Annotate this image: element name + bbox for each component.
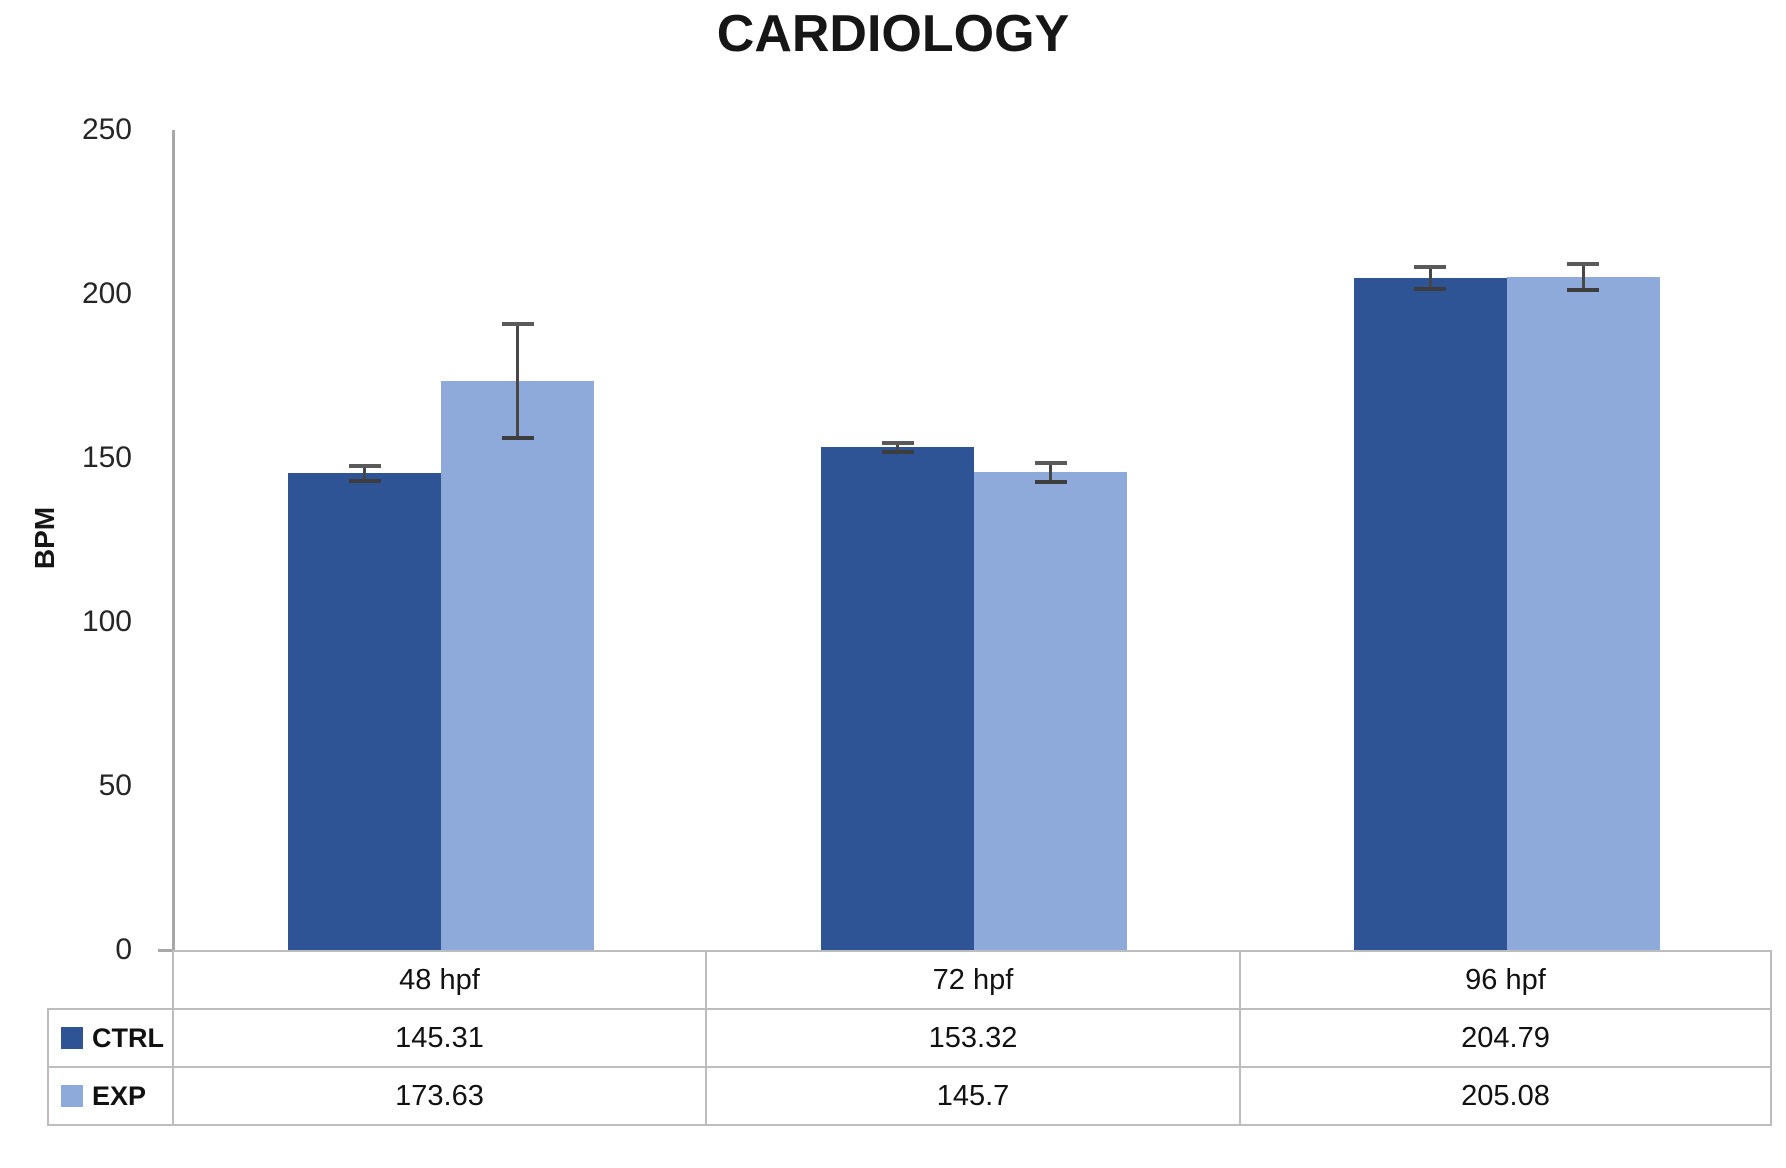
ctrl-legend-label: CTRL	[92, 1022, 164, 1053]
error-bar-ctrl-48-hpf	[348, 463, 381, 484]
error-bar-exp-48-hpf	[501, 321, 534, 440]
plot-area	[172, 130, 1773, 950]
bar-ctrl-96-hpf	[1353, 278, 1507, 950]
table-row-ctrl: CTRL 145.31 153.32 204.79	[47, 1008, 1772, 1068]
bar-exp-72-hpf	[974, 472, 1127, 950]
ctrl-value-72hpf: 153.32	[705, 1008, 1241, 1068]
bar-exp-96-hpf	[1506, 277, 1660, 950]
data-table: 48 hpf 72 hpf 96 hpf CTRL 145.31 153.32 …	[47, 950, 1772, 1126]
ctrl-value-96hpf: 204.79	[1239, 1008, 1772, 1068]
y-tick-label: 100	[81, 605, 132, 638]
y-tick-label: 250	[81, 113, 132, 146]
exp-value-72hpf: 145.7	[705, 1066, 1241, 1126]
chart-title: CARDIOLOGY	[716, 5, 1070, 63]
exp-series-swatch-icon	[61, 1084, 83, 1107]
table-header-row: 48 hpf 72 hpf 96 hpf	[48, 950, 1772, 1010]
exp-value-48hpf: 173.63	[172, 1066, 707, 1126]
category-header-48hpf: 48 hpf	[172, 950, 707, 1010]
zero-tick-mark	[158, 949, 172, 952]
exp-value-96hpf: 205.08	[1239, 1066, 1772, 1126]
ctrl-series-swatch-icon	[61, 1026, 83, 1049]
y-axis-ticks: 0 50 100 150 200 250	[0, 113, 150, 966]
table-row-exp: EXP 173.63 145.7 205.08	[47, 1066, 1772, 1126]
bar-exp-48-hpf	[441, 380, 595, 950]
error-bar-ctrl-72-hpf	[881, 440, 914, 454]
error-bar-exp-96-hpf	[1567, 262, 1600, 293]
legend-cell-ctrl: CTRL	[47, 1008, 174, 1068]
error-bar-exp-72-hpf	[1034, 460, 1067, 484]
bar-ctrl-48-hpf	[288, 473, 442, 950]
exp-legend-label: EXP	[92, 1080, 147, 1111]
table-corner-blank	[48, 951, 173, 1009]
ctrl-value-48hpf: 145.31	[172, 1008, 707, 1068]
y-tick-label: 0	[115, 933, 132, 966]
category-header-72hpf: 72 hpf	[705, 950, 1241, 1010]
bar-ctrl-72-hpf	[821, 447, 974, 950]
category-header-96hpf: 96 hpf	[1239, 950, 1772, 1010]
y-tick-label: 50	[98, 769, 132, 802]
legend-cell-exp: EXP	[47, 1066, 174, 1126]
error-bar-ctrl-96-hpf	[1414, 265, 1447, 292]
y-tick-label: 200	[81, 277, 132, 310]
y-tick-label: 150	[81, 441, 132, 474]
